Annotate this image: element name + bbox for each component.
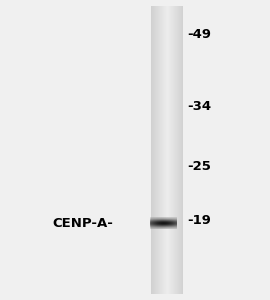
Text: -34: -34 <box>188 100 212 113</box>
Text: -49: -49 <box>188 28 212 41</box>
Text: -25: -25 <box>188 160 211 173</box>
Text: -19: -19 <box>188 214 211 227</box>
Text: CENP-A-: CENP-A- <box>53 217 113 230</box>
